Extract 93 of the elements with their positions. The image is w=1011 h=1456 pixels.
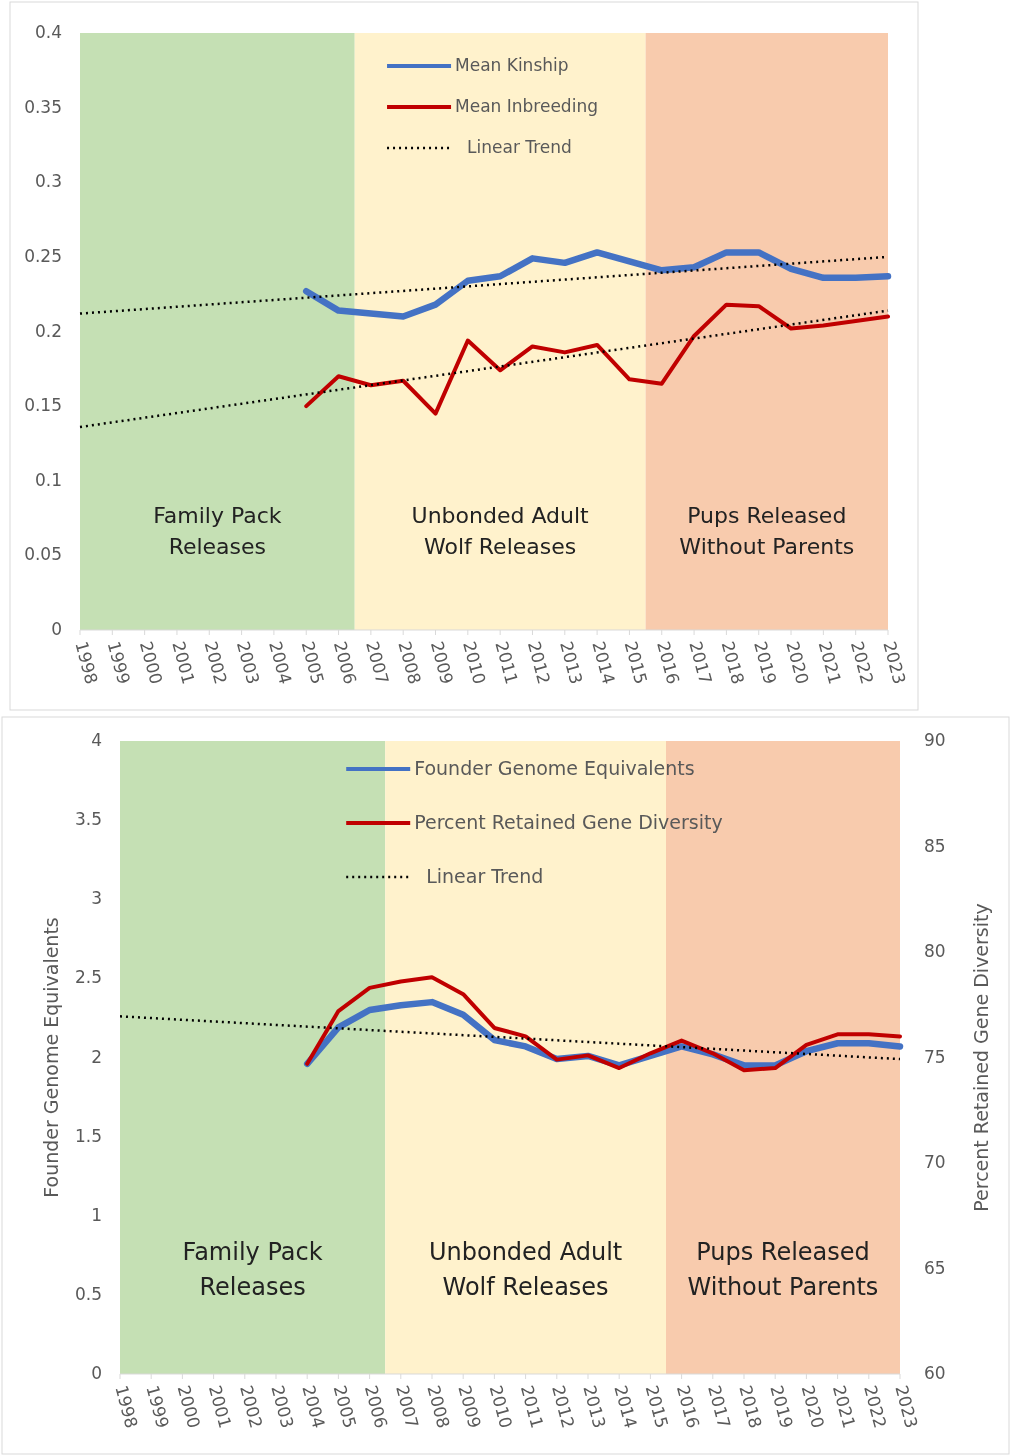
- x-tick-label: 2009: [454, 1383, 486, 1431]
- x-tick-label: 2021: [814, 639, 846, 687]
- y-tick-label: 0.3: [34, 171, 62, 192]
- legend-label: Linear Trend: [426, 864, 544, 887]
- y-tick-label: 0.5: [74, 1283, 102, 1304]
- x-tick-label: 2018: [735, 1383, 766, 1431]
- y2-tick-label: 60: [924, 1363, 946, 1383]
- y-tick-label: 0.15: [24, 395, 62, 416]
- x-tick-label: 2020: [782, 639, 813, 687]
- x-tick-label: 2003: [232, 639, 264, 687]
- y-tick-label: 0.4: [34, 22, 62, 42]
- x-tick-label: 2008: [423, 1383, 454, 1431]
- x-tick-label: 2016: [672, 1383, 704, 1431]
- band-label: Unbonded Adult Wolf Releases: [411, 502, 590, 560]
- y-axis-title: Founder Genome Equivalents: [40, 917, 62, 1198]
- y-tick-label: 0.2: [34, 320, 62, 341]
- y2-tick-label: 75: [924, 1046, 946, 1067]
- x-tick-label: 2014: [588, 639, 619, 687]
- x-tick-label: 2006: [329, 639, 361, 687]
- x-tick-label: 2019: [766, 1383, 798, 1431]
- x-tick-label: 1999: [142, 1383, 174, 1431]
- x-tick-label: 2000: [135, 639, 167, 687]
- y-tick-label: 2: [91, 1046, 102, 1067]
- x-tick-label: 2020: [797, 1383, 829, 1431]
- y-tick-label: 2.5: [74, 967, 102, 988]
- x-tick-label: 2011: [491, 639, 522, 687]
- x-tick-label: 2009: [426, 639, 458, 687]
- y2-tick-label: 80: [924, 941, 946, 961]
- x-tick-label: 2013: [579, 1383, 610, 1431]
- y-tick-label: 0.25: [24, 245, 62, 266]
- y2-tick-label: 90: [924, 730, 946, 750]
- y2-tick-label: 65: [924, 1257, 946, 1278]
- x-tick-label: 2021: [828, 1383, 860, 1431]
- x-tick-label: 2011: [516, 1383, 548, 1431]
- y-tick-label: 1: [91, 1204, 102, 1225]
- band-label: Family Pack Releases: [182, 1238, 323, 1301]
- y-tick-label: 1.5: [74, 1125, 102, 1146]
- x-tick-label: 2007: [392, 1383, 423, 1431]
- x-tick-label: 2017: [704, 1383, 735, 1431]
- x-tick-label: 2012: [548, 1383, 579, 1431]
- x-tick-label: 2015: [620, 639, 652, 687]
- x-tick-label: 2015: [641, 1383, 673, 1431]
- band-label: Pups Released Without Parents: [687, 1238, 879, 1301]
- x-tick-label: 2010: [459, 639, 490, 687]
- x-tick-label: 2022: [860, 1383, 891, 1431]
- y2-tick-label: 70: [924, 1152, 946, 1172]
- x-tick-label: 2001: [168, 639, 199, 687]
- x-tick-label: 2008: [394, 639, 426, 687]
- legend-label: Percent Retained Gene Diversity: [414, 810, 723, 833]
- legend-label: Linear Trend: [467, 137, 572, 157]
- line-series: [304, 302, 890, 416]
- x-tick-label: 2004: [298, 1383, 330, 1431]
- x-tick-label: 2017: [685, 639, 716, 687]
- x-tick-label: 2012: [523, 639, 555, 687]
- y-tick-label: 3: [91, 888, 102, 909]
- y-tick-label: 0.1: [34, 469, 62, 490]
- x-tick-label: 2007: [362, 639, 393, 687]
- x-tick-label: 2002: [200, 639, 232, 687]
- legend-label: Mean Kinship: [455, 55, 569, 75]
- x-tick-label: 2002: [236, 1383, 267, 1431]
- x-tick-label: 2014: [610, 1383, 642, 1431]
- band-label: Pups Released Without Parents: [679, 502, 855, 560]
- y-tick-label: 0.35: [24, 96, 62, 117]
- x-tick-label: 2022: [846, 639, 878, 687]
- x-tick-label: 2005: [329, 1383, 361, 1431]
- x-tick-label: 2003: [267, 1383, 298, 1431]
- legend-label: Founder Genome Equivalents: [414, 756, 695, 779]
- legend-label: Mean Inbreeding: [455, 96, 598, 116]
- y-tick-label: 0.05: [24, 544, 62, 565]
- x-tick-label: 2016: [653, 639, 684, 687]
- x-tick-label: 2018: [717, 639, 749, 687]
- x-tick-label: 2019: [750, 639, 781, 687]
- y2-tick-label: 85: [924, 835, 946, 856]
- band-label: Family Pack Releases: [153, 502, 282, 560]
- line-series: [305, 975, 902, 1073]
- x-tick-label: 2004: [265, 639, 296, 687]
- y-tick-label: 3.5: [74, 809, 102, 830]
- x-tick-label: 1998: [71, 639, 102, 687]
- x-tick-label: 2010: [485, 1383, 517, 1431]
- band-label: Unbonded Adult Wolf Releases: [428, 1238, 623, 1301]
- y-tick-label: 0: [91, 1363, 102, 1383]
- y-tick-label: 4: [91, 730, 102, 750]
- x-tick-label: 2000: [173, 1383, 205, 1431]
- x-tick-label: 1998: [111, 1383, 142, 1431]
- x-tick-label: 2006: [360, 1383, 392, 1431]
- x-tick-label: 1999: [103, 639, 135, 687]
- x-tick-label: 2023: [879, 639, 910, 687]
- y-tick-label: 0: [51, 619, 62, 639]
- x-tick-label: 2005: [297, 639, 329, 687]
- y2-axis-title: Percent Retained Gene Diversity: [970, 903, 992, 1212]
- x-tick-label: 2013: [556, 639, 587, 687]
- x-tick-label: 2023: [891, 1383, 922, 1431]
- x-tick-label: 2001: [204, 1383, 236, 1431]
